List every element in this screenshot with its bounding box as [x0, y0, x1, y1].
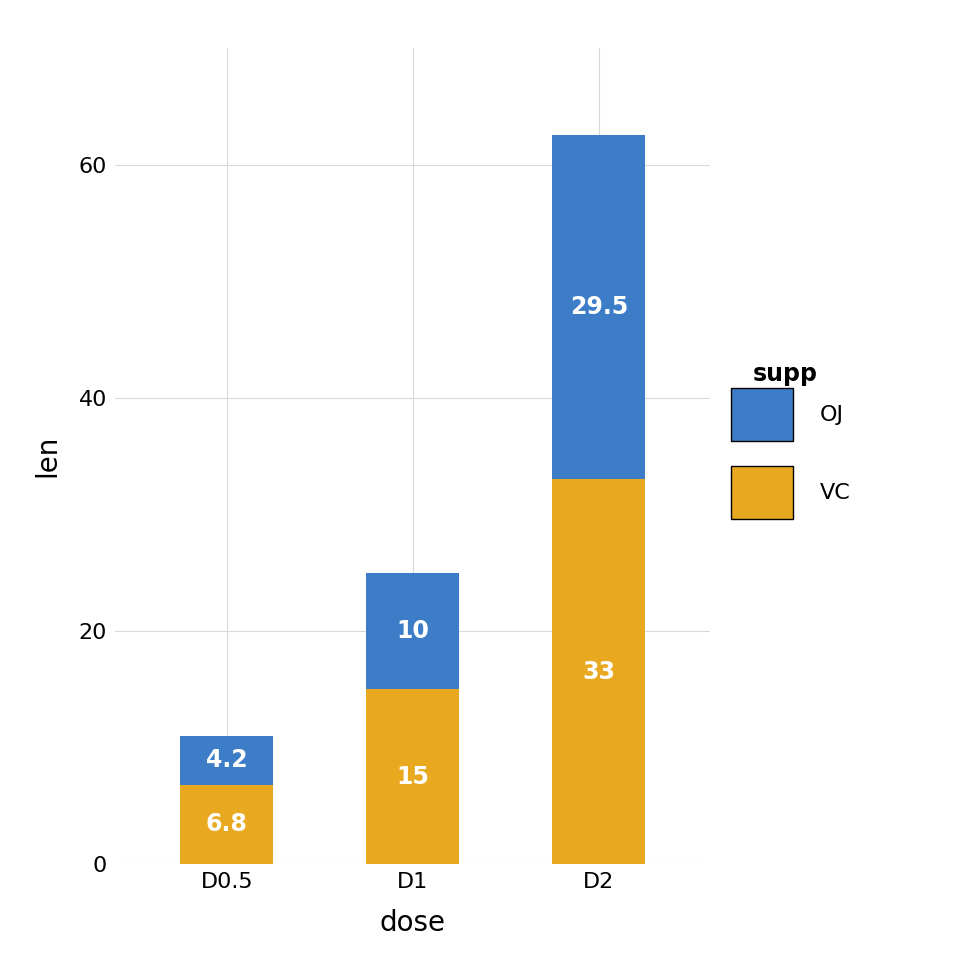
- Text: supp: supp: [753, 363, 818, 387]
- Text: 4.2: 4.2: [206, 748, 248, 772]
- Text: 29.5: 29.5: [569, 296, 628, 320]
- Text: 6.8: 6.8: [205, 812, 248, 836]
- FancyBboxPatch shape: [732, 466, 793, 518]
- Text: VC: VC: [820, 484, 851, 503]
- Text: 33: 33: [583, 660, 615, 684]
- Bar: [367, 689, 459, 864]
- FancyBboxPatch shape: [732, 388, 793, 441]
- Bar: [180, 735, 274, 784]
- Bar: [180, 784, 274, 864]
- Bar: [552, 135, 645, 479]
- Text: OJ: OJ: [820, 405, 843, 425]
- Y-axis label: len: len: [34, 435, 61, 477]
- X-axis label: dose: dose: [380, 909, 445, 937]
- Text: 15: 15: [396, 764, 429, 788]
- Bar: [367, 572, 459, 689]
- Text: 10: 10: [396, 619, 429, 643]
- Bar: [552, 479, 645, 864]
